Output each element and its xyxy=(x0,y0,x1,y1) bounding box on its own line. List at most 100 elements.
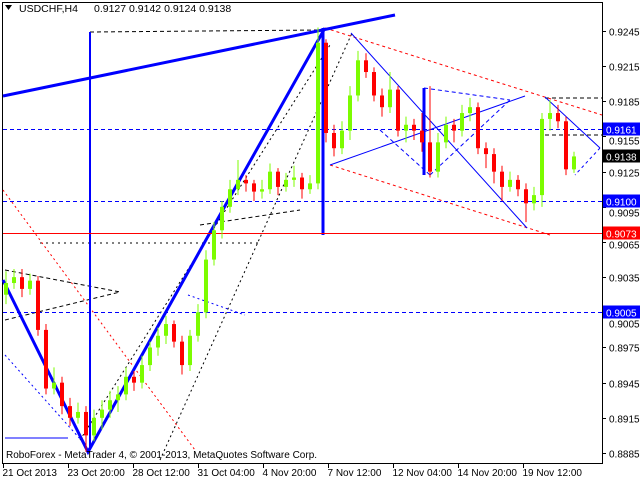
candle-body xyxy=(516,179,520,190)
candle-body xyxy=(524,189,528,204)
y-tick-label: 0.9245 xyxy=(609,28,640,39)
candle-body xyxy=(508,179,512,187)
x-tick-label: 12 Nov 04:00 xyxy=(393,468,453,479)
y-tick-label: 0.9215 xyxy=(609,63,640,74)
current-price-label: 0.9138 xyxy=(606,153,637,164)
candle-body xyxy=(532,195,536,204)
candle-body xyxy=(268,171,272,190)
trendline xyxy=(423,87,511,101)
candle-body xyxy=(460,113,464,131)
candle-body xyxy=(332,132,336,149)
candle-body xyxy=(132,376,136,383)
level-label: 0.9100 xyxy=(606,198,637,209)
y-tick-label: 0.9005 xyxy=(609,320,640,331)
candle-body xyxy=(244,179,248,184)
candle-body xyxy=(4,283,8,295)
trendline xyxy=(1,27,327,456)
candle-body xyxy=(572,156,576,170)
candle-body xyxy=(52,382,56,389)
candles xyxy=(4,27,576,452)
y-tick-label: 0.8975 xyxy=(609,344,640,355)
trendline xyxy=(429,99,511,176)
trendline xyxy=(574,147,601,176)
candle-body xyxy=(468,107,472,114)
candle-body xyxy=(260,189,264,192)
x-tick-label: 14 Nov 20:00 xyxy=(458,468,518,479)
candle-body xyxy=(340,130,344,149)
y-tick-label: 0.9095 xyxy=(609,209,640,220)
y-tick-label: 0.9125 xyxy=(609,169,640,180)
trendline xyxy=(544,96,601,149)
price-axis: 0.9245 0.9215 0.9185 0.9155 0.9125 0.9095 0.90… xyxy=(602,28,640,461)
candle-body xyxy=(84,411,88,436)
candle-body xyxy=(68,406,72,418)
ohlc-readout: 0.9127 0.9142 0.9124 0.9138 xyxy=(94,3,231,15)
trendline xyxy=(379,129,431,176)
candle-body xyxy=(428,142,432,172)
level-label-box xyxy=(603,305,640,319)
candle-body xyxy=(396,89,400,131)
candle-body xyxy=(300,177,304,190)
y-tick-label: 0.9155 xyxy=(609,137,640,148)
level-label: 0.9073 xyxy=(606,230,637,241)
trendline xyxy=(2,189,196,451)
candle-body xyxy=(196,312,200,336)
x-tick-label: 21 Oct 2013 xyxy=(3,468,58,479)
level-label: 0.9005 xyxy=(606,309,637,320)
trendline xyxy=(89,29,321,33)
candle-body xyxy=(148,347,152,366)
candle-body xyxy=(492,154,496,172)
x-tick-label: 19 Nov 12:00 xyxy=(523,468,583,479)
candle-body xyxy=(36,280,40,330)
candle-body xyxy=(500,171,504,187)
candle-body xyxy=(548,113,552,119)
y-tick-label: 0.8885 xyxy=(609,450,640,461)
y-tick-label: 0.8945 xyxy=(609,380,640,391)
candle-body xyxy=(140,365,144,383)
symbol-title: USDCHF,H4 xyxy=(19,3,78,15)
candle-body xyxy=(156,335,160,348)
trendline xyxy=(324,27,603,116)
trendline xyxy=(4,269,121,293)
candle-body xyxy=(220,206,224,231)
x-tick-label: 28 Oct 12:00 xyxy=(133,468,191,479)
y-tick-label: 0.9185 xyxy=(609,98,640,109)
x-tick-label: 23 Oct 20:00 xyxy=(68,468,126,479)
candle-body xyxy=(404,124,408,131)
candle-body xyxy=(180,341,184,366)
candle-body xyxy=(540,118,544,196)
trendline xyxy=(2,13,396,98)
trendline-drawings xyxy=(1,13,603,461)
x-tick-label: 4 Nov 20:00 xyxy=(263,468,317,479)
trendline xyxy=(4,354,91,451)
y-tick-label: 0.9065 xyxy=(609,241,640,252)
candle-body xyxy=(76,411,80,418)
y-tick-label: 0.8915 xyxy=(609,415,640,426)
price-levels xyxy=(3,129,602,313)
time-axis: 21 Oct 2013 23 Oct 20:00 28 Oct 12:00 31 Oc… xyxy=(3,463,583,479)
candle-body xyxy=(364,60,368,73)
candle-body xyxy=(316,42,320,184)
candle-body xyxy=(308,183,312,190)
candle-body xyxy=(356,60,360,96)
candle-body xyxy=(188,335,192,366)
trendline xyxy=(329,164,551,236)
candle-body xyxy=(212,230,216,260)
y-tick-label: 0.9035 xyxy=(609,274,640,285)
plot-frame xyxy=(2,2,603,464)
candle-body xyxy=(20,277,24,289)
trendline xyxy=(350,32,528,229)
candle-body xyxy=(28,280,32,289)
candle-body xyxy=(476,107,480,149)
trendline xyxy=(187,294,246,316)
candle-body xyxy=(564,121,568,170)
trendline xyxy=(329,95,526,166)
candle-body xyxy=(44,329,48,389)
candle-body xyxy=(412,124,416,131)
collapse-arrow-icon[interactable] xyxy=(5,5,12,10)
price-labels: 0.9161 0.9100 0.9073 0.9005 0.9138 xyxy=(603,122,640,320)
candle-body xyxy=(388,89,392,108)
copyright-footer: RoboForex - MetaTrader 4, © 2001-2013, M… xyxy=(6,450,317,461)
candle-body xyxy=(324,42,328,133)
